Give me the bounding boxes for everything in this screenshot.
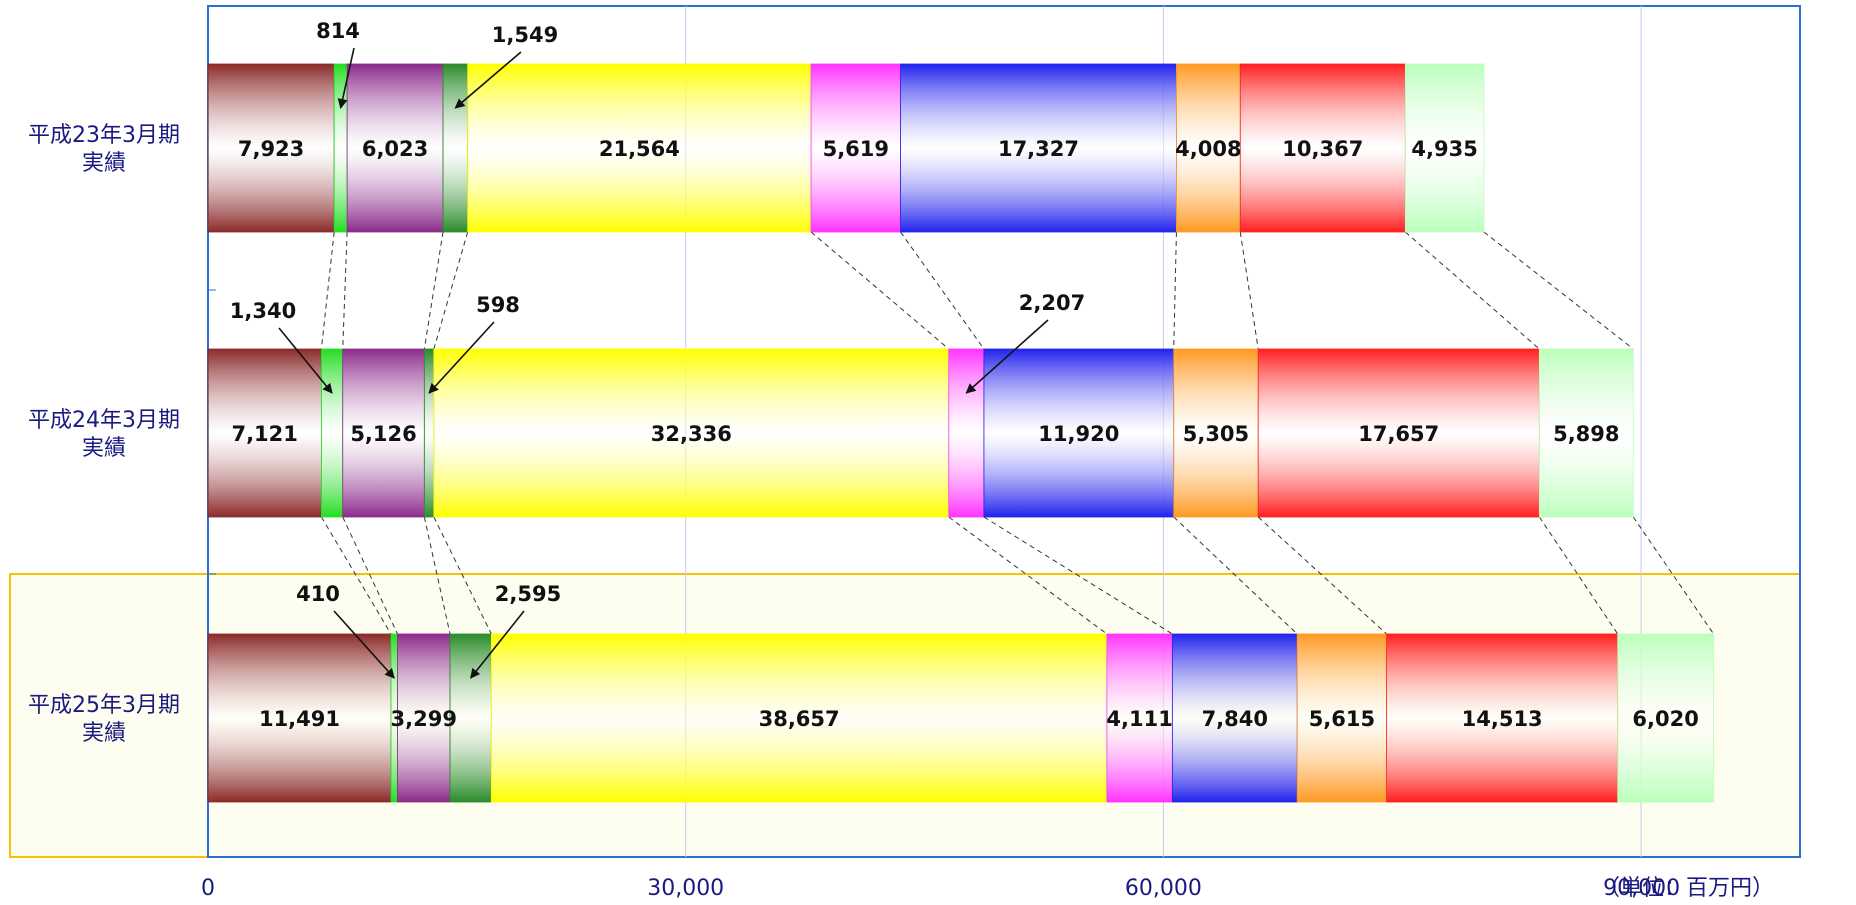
value-label: 5,615 [1309, 707, 1375, 731]
x-tick-label: 60,000 [1125, 876, 1202, 901]
x-tick-label: 30,000 [647, 876, 724, 901]
value-label: 38,657 [759, 707, 840, 731]
bar-segment [433, 348, 950, 518]
bar-segment [442, 63, 469, 233]
value-label: 21,564 [599, 137, 680, 161]
callout-label: 2,207 [1019, 291, 1085, 315]
value-label: 5,126 [350, 422, 416, 446]
connector-line [900, 231, 985, 350]
connector-line [423, 231, 444, 350]
connector-line [433, 516, 492, 635]
value-label: 6,023 [362, 137, 428, 161]
value-label: 11,920 [1038, 422, 1119, 446]
category-label: 平成25年3月期実績 [28, 693, 180, 746]
connector-line [342, 231, 348, 350]
callout-label: 1,549 [492, 23, 558, 47]
connector-line [1483, 231, 1634, 350]
bar-segment [1106, 633, 1173, 803]
category-label: 平成23年3月期実績 [28, 123, 180, 176]
value-label: 7,121 [231, 422, 297, 446]
value-label: 5,619 [823, 137, 889, 161]
value-label: 14,513 [1462, 707, 1543, 731]
connector-line [1257, 516, 1387, 635]
bar-segment [207, 348, 322, 518]
value-label: 6,020 [1632, 707, 1698, 731]
category-label: 平成24年3月期実績 [28, 408, 180, 461]
connector-line [1405, 231, 1540, 350]
connector-line [320, 231, 335, 350]
bar-segment [1617, 633, 1714, 803]
bar-segment [1296, 633, 1388, 803]
callout-label: 814 [316, 19, 360, 43]
bar-segment [423, 348, 435, 518]
callout-label: 598 [476, 293, 520, 317]
bar-segment [1239, 63, 1406, 233]
connector-line [1173, 516, 1298, 635]
unit-label: （単位：百万円） [1598, 876, 1774, 901]
value-label: 4,111 [1106, 707, 1172, 731]
callout-arrow [470, 610, 525, 679]
bar-segment [948, 348, 985, 518]
value-label: 7,840 [1202, 707, 1268, 731]
connector-line [983, 516, 1173, 635]
value-label: 5,305 [1183, 422, 1249, 446]
value-label: 10,367 [1282, 137, 1363, 161]
callout-arrow [337, 47, 355, 109]
value-label: 11,491 [259, 707, 340, 731]
value-label: 5,898 [1553, 422, 1619, 446]
connector-line [1239, 231, 1259, 350]
connector-line [320, 516, 392, 635]
connector-line [1538, 516, 1619, 635]
callout-arrow [454, 51, 522, 109]
connector-line [342, 516, 398, 635]
bar-segment [320, 348, 344, 518]
connector-line [423, 516, 451, 635]
bar-segment [490, 633, 1108, 803]
connector-line [1632, 516, 1714, 635]
bar-segment [900, 63, 1177, 233]
value-label: 4,935 [1411, 137, 1477, 161]
bar-segment [207, 633, 392, 803]
x-tick-label: 0 [201, 876, 215, 901]
bar-segment [449, 633, 492, 803]
value-label: 17,657 [1358, 422, 1439, 446]
bar-segment [342, 348, 425, 518]
callout-label: 2,595 [495, 582, 561, 606]
bar-segment [1538, 348, 1634, 518]
value-label: 4,008 [1175, 137, 1241, 161]
bar-segment [1257, 348, 1540, 518]
bar-segment [207, 63, 335, 233]
value-label: 3,299 [391, 707, 457, 731]
callout-label: 1,340 [230, 299, 296, 323]
bar-segment [1171, 633, 1298, 803]
connector-line [1173, 231, 1177, 350]
callout-arrow [278, 327, 333, 394]
connector-line [948, 516, 1108, 635]
callout-label: 410 [296, 582, 340, 606]
x-tick-label: 90,000 [1603, 876, 1680, 901]
callout-arrow [428, 321, 495, 394]
connector-line [810, 231, 950, 350]
connector-line [433, 231, 469, 350]
bar-segment [1404, 63, 1485, 233]
value-label: 17,327 [998, 137, 1079, 161]
bar-segment [397, 633, 451, 803]
callout-arrow [333, 610, 395, 679]
value-label: 7,923 [238, 137, 304, 161]
callout-arrow [965, 319, 1049, 394]
bar-segment [467, 63, 812, 233]
bar-segment [1386, 633, 1619, 803]
value-label: 32,336 [651, 422, 732, 446]
bar-segment [1173, 348, 1259, 518]
bar-segment [346, 63, 444, 233]
bar-segment [810, 63, 901, 233]
bar-segment [983, 348, 1175, 518]
